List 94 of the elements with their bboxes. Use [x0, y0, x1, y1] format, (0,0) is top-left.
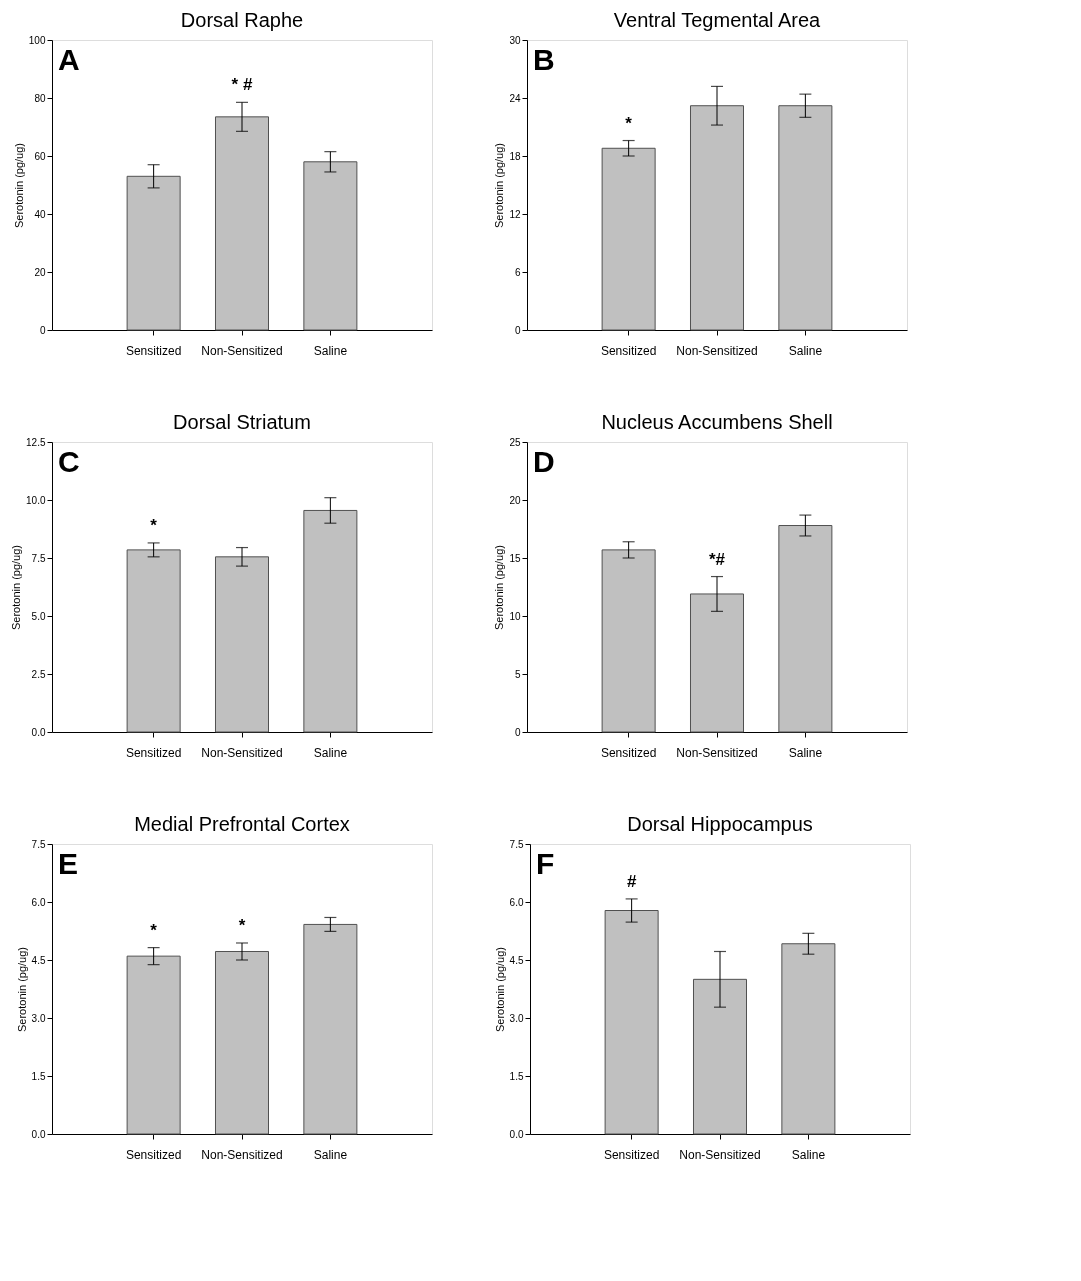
x-tick-label: Saline — [313, 1147, 348, 1162]
y-tick-label: 1.5 — [509, 1070, 524, 1082]
y-tick-label: 12.5 — [26, 436, 46, 448]
x-tick-label: Sensitized — [125, 745, 182, 760]
chart-title: Medial Prefrontal Cortex — [134, 813, 350, 835]
annotation: E — [58, 847, 79, 880]
y-axis-title: Serotonin (pg/ug) — [493, 545, 506, 630]
y-tick-label: 5 — [514, 668, 521, 680]
chart-title: Dorsal Striatum — [173, 411, 311, 433]
data-label: *# — [708, 549, 726, 569]
chart-title: Dorsal Raphe — [180, 9, 304, 31]
y-tick-label: 7.5 — [31, 838, 46, 850]
y-tick-label: 20 — [34, 266, 46, 278]
x-tick-label: Non-Sensitized — [201, 1147, 283, 1162]
x-tick-label: Sensitized — [600, 745, 657, 760]
bar — [692, 978, 748, 1135]
bar — [604, 910, 659, 1135]
y-tick-label: 80 — [34, 92, 46, 104]
x-tick-label: Non-Sensitized — [679, 1147, 761, 1162]
y-axis-title: Serotonin (pg/ug) — [12, 143, 25, 228]
y-tick-label: 3.0 — [31, 1012, 46, 1024]
bar — [214, 950, 270, 1135]
y-tick-label: 6.0 — [31, 896, 46, 908]
y-tick-label: 5.0 — [31, 610, 46, 622]
y-tick-label: 15 — [509, 552, 521, 564]
y-tick-label: 18 — [509, 150, 521, 162]
data-label: * — [625, 113, 633, 133]
x-tick-label: Sensitized — [600, 343, 657, 358]
chart-title: Ventral Tegmental Area — [613, 9, 822, 31]
y-axis-title: Serotonin (pg/ug) — [493, 947, 506, 1032]
annotation: C — [58, 445, 80, 478]
bar — [214, 116, 270, 331]
x-tick-label: Non-Sensitized — [676, 745, 758, 760]
bar — [303, 923, 358, 1135]
annotation: F — [536, 847, 555, 880]
y-axis-title: Serotonin (pg/ug) — [493, 143, 506, 228]
y-tick-label: 3.0 — [509, 1012, 524, 1024]
bar — [126, 549, 181, 733]
y-tick-label: 6.0 — [509, 896, 524, 908]
chart-title: Nucleus Accumbens Shell — [601, 411, 833, 433]
x-tick-label: Saline — [788, 343, 823, 358]
y-tick-label: 7.5 — [509, 838, 524, 850]
y-tick-label: 4.5 — [509, 954, 524, 966]
y-tick-label: 25 — [509, 436, 521, 448]
y-tick-label: 30 — [509, 34, 521, 46]
y-tick-label: 0.0 — [509, 1128, 524, 1140]
chart-title: Dorsal Hippocampus — [627, 813, 813, 835]
x-tick-label: Non-Sensitized — [676, 343, 758, 358]
bar — [303, 509, 358, 733]
bar — [214, 556, 270, 733]
annotation: D — [533, 445, 555, 478]
y-tick-label: 0 — [39, 324, 46, 336]
bar — [689, 593, 745, 733]
x-tick-label: Saline — [313, 343, 348, 358]
y-tick-label: 12 — [509, 208, 521, 220]
bar — [126, 955, 181, 1135]
bar — [781, 943, 836, 1135]
x-tick-label: Saline — [788, 745, 823, 760]
y-tick-label: 0.0 — [31, 1128, 46, 1140]
x-tick-label: Sensitized — [125, 1147, 182, 1162]
y-tick-label: 4.5 — [31, 954, 46, 966]
data-label: * — [150, 920, 158, 940]
y-tick-label: 24 — [509, 92, 521, 104]
data-label: * — [150, 515, 158, 535]
y-tick-label: 100 — [28, 34, 46, 46]
x-tick-label: Saline — [791, 1147, 826, 1162]
y-tick-label: 1.5 — [31, 1070, 46, 1082]
annotation: B — [533, 43, 555, 76]
y-tick-label: 0 — [514, 324, 521, 336]
bar — [601, 549, 656, 733]
y-tick-label: 6 — [514, 266, 521, 278]
y-tick-label: 7.5 — [31, 552, 46, 564]
y-tick-label: 60 — [34, 150, 46, 162]
y-tick-label: 40 — [34, 208, 46, 220]
y-tick-label: 10 — [509, 610, 521, 622]
y-tick-label: 20 — [509, 494, 521, 506]
x-tick-label: Saline — [313, 745, 348, 760]
y-tick-label: 2.5 — [31, 668, 46, 680]
data-label: * — [238, 915, 246, 935]
y-axis-title: Serotonin (pg/ug) — [15, 947, 28, 1032]
data-label: # — [626, 871, 637, 891]
y-tick-label: 10.0 — [26, 494, 46, 506]
data-label: * # — [231, 75, 253, 95]
x-tick-label: Non-Sensitized — [201, 745, 283, 760]
bar — [778, 525, 833, 733]
x-tick-label: Sensitized — [603, 1147, 660, 1162]
bar — [303, 161, 358, 331]
x-tick-label: Sensitized — [125, 343, 182, 358]
y-tick-label: 0.0 — [31, 726, 46, 738]
y-axis-title: Serotonin (pg/ug) — [10, 545, 23, 630]
x-tick-label: Non-Sensitized — [201, 343, 283, 358]
annotation: A — [58, 43, 80, 76]
bar — [126, 175, 181, 331]
y-tick-label: 0 — [514, 726, 521, 738]
